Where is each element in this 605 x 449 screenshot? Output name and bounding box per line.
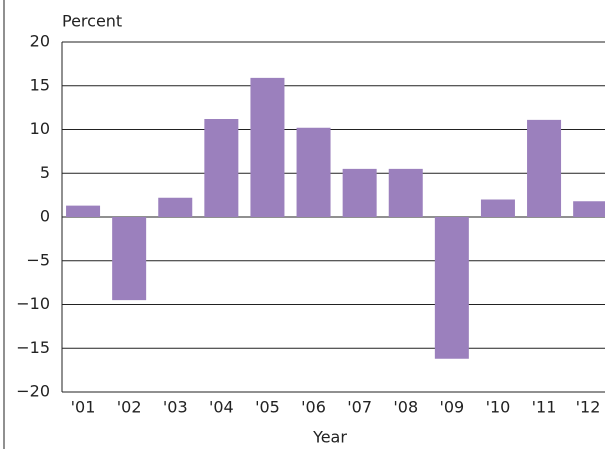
y-tick-label: −15 bbox=[16, 338, 50, 357]
y-axis-label: Percent bbox=[62, 12, 122, 31]
x-tick-label: '03 bbox=[163, 398, 188, 417]
y-tick-label: 15 bbox=[30, 75, 50, 94]
y-tick-label: −5 bbox=[26, 250, 50, 269]
y-tick-label: 10 bbox=[30, 119, 50, 138]
bar bbox=[158, 197, 193, 217]
x-tick-label: '11 bbox=[532, 398, 557, 417]
x-tick-label: '04 bbox=[209, 398, 234, 417]
y-tick-label: −10 bbox=[16, 294, 50, 313]
bar bbox=[573, 201, 605, 217]
bar bbox=[250, 77, 285, 217]
x-tick-label: '07 bbox=[347, 398, 372, 417]
bar bbox=[204, 119, 239, 217]
bar bbox=[296, 127, 331, 217]
bar bbox=[527, 119, 562, 217]
bar bbox=[480, 199, 515, 217]
bar bbox=[66, 205, 101, 217]
x-tick-label: '02 bbox=[117, 398, 142, 417]
y-tick-label: 20 bbox=[30, 32, 50, 51]
x-tick-label: '05 bbox=[255, 398, 280, 417]
y-tick-label: −20 bbox=[16, 382, 50, 401]
y-tick-label: 5 bbox=[40, 163, 50, 182]
x-tick-label: '08 bbox=[393, 398, 418, 417]
bar bbox=[342, 168, 377, 217]
x-tick-label: '06 bbox=[301, 398, 326, 417]
x-tick-label: '12 bbox=[576, 398, 601, 417]
bar bbox=[388, 168, 423, 217]
x-tick-label: '10 bbox=[486, 398, 511, 417]
x-axis-label: Year bbox=[312, 428, 347, 447]
x-tick-label: '09 bbox=[439, 398, 464, 417]
y-tick-label: 0 bbox=[40, 207, 50, 226]
bar bbox=[112, 217, 147, 301]
bar bbox=[434, 217, 469, 359]
x-tick-label: '01 bbox=[71, 398, 96, 417]
